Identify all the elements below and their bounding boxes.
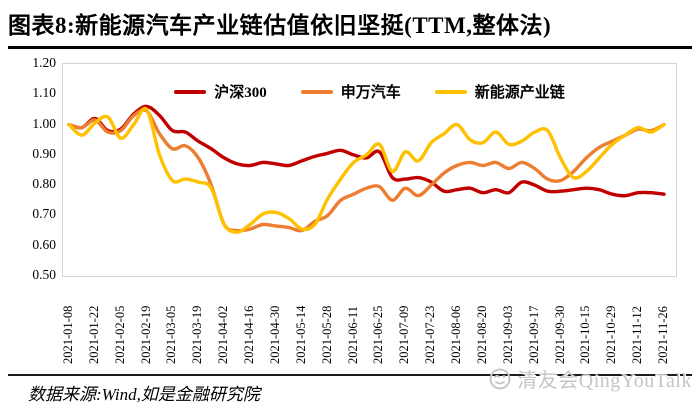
watermark: 清友会QingYouTalk xyxy=(488,364,692,393)
legend-item-0: 沪深300 xyxy=(174,81,267,102)
legend-label: 新能源产业链 xyxy=(474,85,565,101)
x-tick-label: 2021-02-19 xyxy=(138,305,153,364)
x-tick-label: 2021-05-28 xyxy=(319,305,334,364)
x-tick-label: 2021-01-08 xyxy=(61,305,75,364)
y-tick-label: 0.80 xyxy=(32,176,56,192)
chart-legend: 沪深300 申万汽车 新能源产业链 xyxy=(63,81,676,102)
x-tick-label: 2021-04-30 xyxy=(267,305,282,364)
x-tick-label: 2021-06-11 xyxy=(345,306,360,364)
x-tick-label: 2021-01-22 xyxy=(86,305,101,364)
title-divider xyxy=(8,46,692,49)
series-line-1 xyxy=(67,108,666,233)
series-line-2 xyxy=(67,106,666,234)
y-tick-label: 1.10 xyxy=(32,85,56,101)
x-tick-label: 2021-02-05 xyxy=(112,305,127,364)
y-tick-label: 1.00 xyxy=(32,115,56,131)
x-tick-label: 2021-04-02 xyxy=(216,305,231,364)
x-tick-label: 2021-10-15 xyxy=(578,305,593,364)
legend-label: 申万汽车 xyxy=(340,85,401,101)
figure-title: 图表8:新能源汽车产业链估值依旧坚挺(TTM,整体法) xyxy=(8,13,552,38)
x-tick-label: 2021-11-26 xyxy=(656,306,670,364)
line-series-canvas xyxy=(67,104,666,234)
legend-swatch xyxy=(174,89,207,94)
plot-area: 沪深300 申万汽车 新能源产业链 xyxy=(62,63,677,277)
x-tick-label: 2021-04-16 xyxy=(242,305,257,364)
data-source-note: 数据来源:Wind,如是金融研究院 xyxy=(28,385,260,404)
y-tick-label: 0.50 xyxy=(32,267,56,282)
x-tick-label: 2021-09-17 xyxy=(526,305,541,364)
legend-item-1: 申万汽车 xyxy=(300,81,401,102)
x-tick-label: 2021-03-05 xyxy=(164,305,179,364)
y-tick-label: 0.70 xyxy=(32,206,56,222)
legend-item-2: 新能源产业链 xyxy=(434,81,565,102)
x-tick-label: 2021-06-25 xyxy=(371,305,386,364)
series-line-0 xyxy=(67,104,666,198)
footer-divider xyxy=(8,374,692,376)
x-tick-label: 2021-03-19 xyxy=(190,305,205,364)
x-tick-label: 2021-10-29 xyxy=(604,305,619,364)
x-tick-label: 2021-09-30 xyxy=(552,305,567,364)
qingyoutalk-logo-icon xyxy=(489,368,511,389)
legend-swatch xyxy=(300,89,333,94)
y-tick-label: 0.90 xyxy=(32,145,56,161)
legend-label: 沪深300 xyxy=(214,85,267,101)
y-tick-label: 1.20 xyxy=(32,55,56,70)
x-tick-label: 2021-09-03 xyxy=(500,305,515,364)
x-tick-label: 2021-11-12 xyxy=(630,306,645,364)
legend-swatch xyxy=(434,89,467,94)
watermark-text: 清友会QingYouTalk xyxy=(517,370,692,392)
x-tick-label: 2021-07-09 xyxy=(397,305,412,364)
y-tick-label: 0.60 xyxy=(32,236,56,252)
x-tick-label: 2021-08-06 xyxy=(449,305,464,364)
x-tick-label: 2021-05-14 xyxy=(293,305,308,364)
x-tick-label: 2021-08-20 xyxy=(474,305,489,364)
x-tick-label: 2021-07-23 xyxy=(423,305,438,364)
